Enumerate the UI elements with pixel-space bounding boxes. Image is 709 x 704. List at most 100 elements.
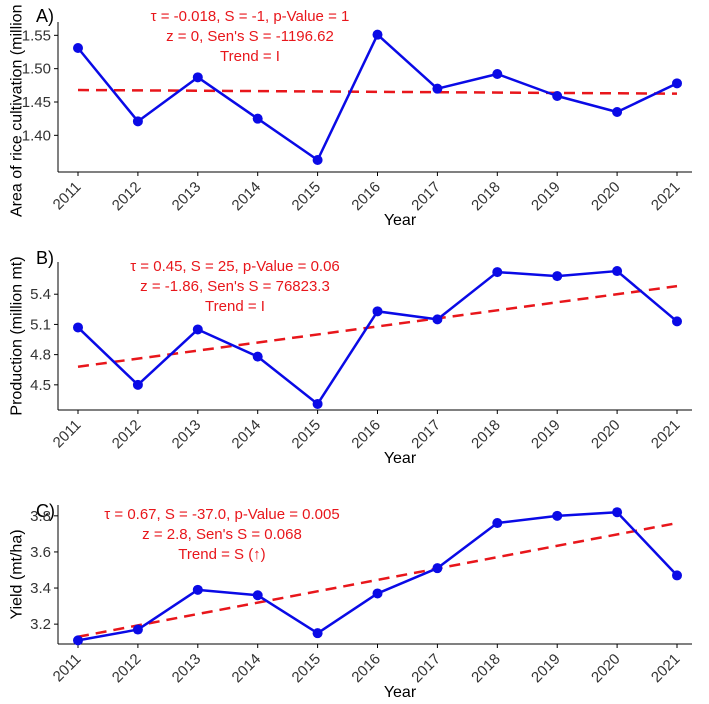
y-tick-label: 3.2	[30, 616, 51, 633]
x-tick-label: 2020	[588, 179, 624, 215]
data-point	[312, 628, 323, 639]
x-tick-label: 2018	[468, 179, 504, 215]
data-point	[492, 267, 503, 278]
data-point	[672, 316, 682, 327]
data-point	[492, 69, 503, 79]
x-tick-label: 2021	[648, 417, 684, 453]
data-point	[672, 570, 682, 581]
x-tick-label: 2021	[648, 651, 684, 687]
x-tick-label: 2019	[528, 179, 564, 215]
data-point	[192, 72, 203, 83]
y-axis-title: Production (million mt)	[9, 256, 26, 415]
data-point	[132, 624, 143, 635]
trend-line	[77, 284, 678, 368]
x-tick-label: 2020	[588, 651, 624, 687]
data-point	[252, 590, 263, 601]
x-tick-label: 2017	[408, 179, 444, 215]
data-point	[432, 83, 443, 94]
trend-line	[77, 88, 678, 95]
y-tick-label: 3.4	[30, 580, 51, 597]
y-axis-title: Yield (mt/ha)	[9, 529, 26, 619]
panel-letter: C)	[36, 501, 55, 521]
annotation-line: z = 0, Sen's S = -1196.62	[166, 28, 334, 45]
x-tick-label: 2014	[229, 179, 265, 215]
x-tick-label: 2019	[528, 651, 564, 687]
data-point	[492, 518, 503, 529]
annotation-line: τ = 0.67, S = -37.0, p-Value = 0.005	[104, 506, 339, 523]
data-point	[73, 635, 83, 646]
annotation-line: τ = 0.45, S = 25, p-Value = 0.06	[130, 258, 340, 275]
y-tick-label: 1.50	[22, 61, 51, 78]
x-tick-label: 2021	[648, 179, 684, 215]
y-axis-title: Area of rice cultivation (million ha)	[9, 0, 26, 217]
panel-letter: A)	[36, 6, 54, 26]
data-point	[372, 588, 383, 599]
x-axis-title: Year	[384, 684, 417, 701]
data-point	[372, 306, 383, 317]
chart-panel-2: B) 4.5 4.8 5.1 5.4 2011 2012 2013 2014 2015 2016 20…	[9, 248, 692, 467]
data-point	[73, 322, 83, 333]
data-point	[252, 113, 263, 124]
x-tick-label: 2015	[289, 179, 325, 215]
chart-panel-3: C) 3.2 3.4 3.6 3.8 2011 2012 2013 2014 2015 2016 20…	[9, 501, 692, 701]
x-tick-label: 2020	[588, 417, 624, 453]
x-tick-label: 2017	[408, 417, 444, 453]
x-tick-label: 2014	[229, 651, 265, 687]
x-tick-label: 2017	[408, 651, 444, 687]
y-tick-label: 1.55	[22, 27, 51, 44]
data-point	[612, 266, 623, 277]
annotation-line: Trend = S (↑)	[178, 546, 265, 563]
x-tick-label: 2012	[109, 179, 145, 215]
y-tick-label: 4.5	[30, 377, 51, 394]
data-point	[672, 78, 682, 89]
x-tick-label: 2012	[109, 417, 145, 453]
data-point	[612, 507, 623, 518]
x-tick-label: 2013	[169, 179, 205, 215]
y-tick-label: 5.1	[30, 316, 51, 333]
annotation-line: z = 2.8, Sen's S = 0.068	[142, 526, 302, 543]
y-tick-label: 5.4	[30, 286, 51, 303]
annotation-line: Trend = I	[220, 48, 280, 65]
annotation-line: τ = -0.018, S = -1, p-Value = 1	[151, 8, 350, 25]
data-point	[192, 584, 203, 595]
y-tick-label: 4.8	[30, 347, 51, 364]
data-point	[132, 379, 143, 390]
data-point	[192, 324, 203, 335]
x-tick-label: 2016	[348, 417, 384, 453]
x-tick-label: 2011	[50, 417, 85, 452]
y-tick-label: 1.45	[22, 94, 51, 111]
data-point	[312, 398, 323, 409]
panel-letter: B)	[36, 248, 54, 268]
x-tick-label: 2013	[169, 417, 205, 453]
data-point	[312, 155, 323, 165]
data-point	[612, 107, 623, 117]
x-tick-label: 2011	[50, 179, 85, 214]
data-point	[132, 116, 143, 127]
data-point	[372, 29, 383, 40]
trend-line	[77, 521, 678, 639]
x-tick-label: 2018	[468, 417, 504, 453]
chart-panel-1: A) 1.40 1.45 1.50 1.55 2011 2012 2013 2014 2015 20…	[9, 0, 692, 229]
annotation-line: Trend = I	[205, 298, 265, 315]
x-axis-title: Year	[384, 450, 417, 467]
x-tick-label: 2014	[229, 417, 265, 453]
y-tick-label: 3.8	[30, 508, 51, 525]
data-point	[552, 271, 563, 282]
x-tick-label: 2013	[169, 651, 205, 687]
data-point	[432, 314, 443, 325]
x-tick-label: 2016	[348, 179, 384, 215]
x-axis-title: Year	[384, 212, 417, 229]
x-tick-label: 2016	[348, 651, 384, 687]
annotation-line: z = -1.86, Sen's S = 76823.3	[140, 278, 330, 295]
data-point	[73, 43, 83, 53]
y-tick-label: 1.40	[22, 127, 51, 144]
x-tick-label: 2015	[289, 417, 325, 453]
x-tick-label: 2015	[289, 651, 325, 687]
x-tick-label: 2011	[50, 651, 85, 686]
data-point	[552, 91, 563, 101]
data-point	[552, 510, 563, 521]
x-tick-label: 2018	[468, 651, 504, 687]
data-point	[252, 351, 263, 362]
series-line	[77, 33, 678, 162]
